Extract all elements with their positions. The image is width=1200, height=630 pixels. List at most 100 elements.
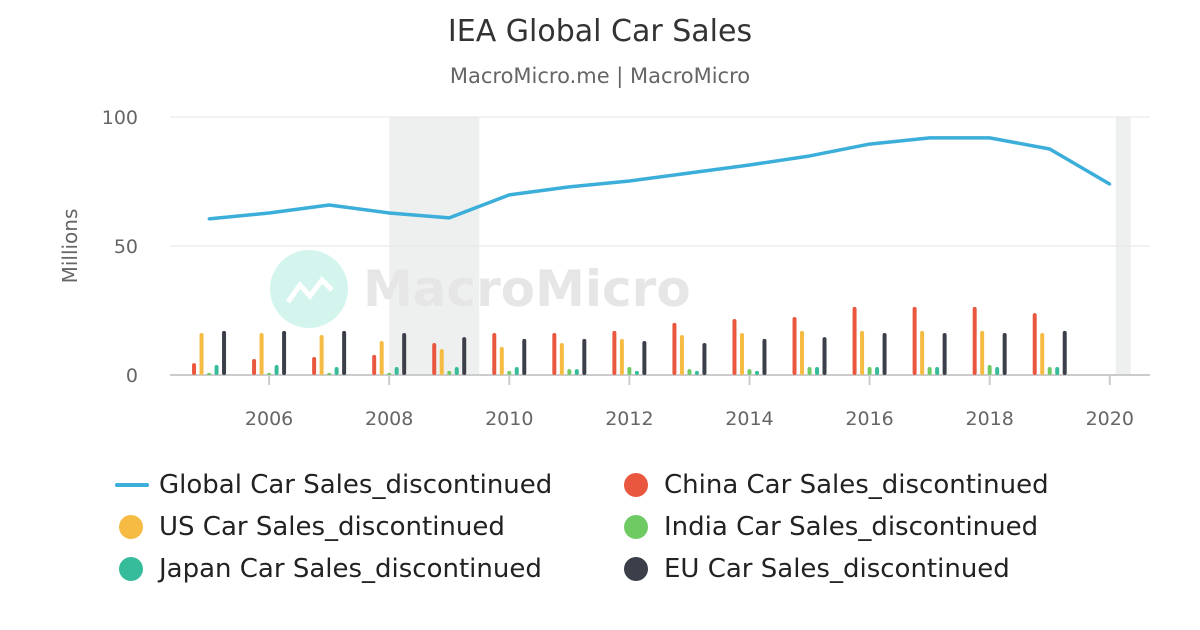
bar [582, 338, 587, 375]
y-tick-label: 100 [102, 107, 138, 129]
x-tick-label: 2016 [845, 408, 893, 430]
bar [1062, 330, 1067, 375]
line-point [928, 136, 932, 140]
bar [222, 330, 227, 375]
x-tick-label: 2020 [1086, 408, 1134, 430]
y-tick-label: 0 [126, 365, 138, 387]
legend-marker [115, 483, 149, 487]
line-point [1108, 182, 1112, 186]
bar [972, 306, 977, 375]
bar [679, 335, 684, 375]
bar [762, 338, 767, 375]
legend-item[interactable]: Japan Car Sales_discontinued [115, 554, 542, 584]
bar [252, 359, 257, 375]
bar [980, 330, 985, 375]
bar [492, 332, 497, 375]
x-tick-label: 2012 [605, 408, 653, 430]
line-point [387, 211, 391, 215]
x-tick-label: 2018 [965, 408, 1013, 430]
bar [214, 364, 219, 375]
legend-item[interactable]: India Car Sales_discontinued [620, 512, 1038, 542]
bar [1055, 367, 1060, 375]
legend-item[interactable]: China Car Sales_discontinued [620, 470, 1049, 500]
line-point [567, 185, 571, 189]
bar [267, 372, 272, 375]
bar [439, 348, 444, 375]
bar [259, 332, 264, 375]
bar [319, 335, 324, 375]
bar [732, 319, 737, 375]
legend-marker [119, 557, 143, 581]
x-tick-label: 2008 [365, 408, 413, 430]
bar [687, 369, 692, 375]
legend-label: EU Car Sales_discontinued [664, 554, 1010, 584]
bar [694, 370, 699, 375]
bar [935, 367, 940, 375]
bar [747, 369, 752, 375]
bar [432, 343, 437, 375]
bar [927, 367, 932, 375]
bar [274, 364, 279, 375]
line-point [507, 193, 511, 197]
bar [822, 337, 827, 375]
bar [462, 337, 467, 375]
bar [867, 367, 872, 375]
bar [1047, 367, 1052, 375]
bar [815, 367, 820, 375]
bar [942, 332, 947, 375]
bar [334, 367, 339, 375]
bar [574, 369, 579, 375]
y-tick-label: 50 [114, 236, 138, 258]
bar [860, 330, 865, 375]
line-point [988, 136, 992, 140]
bar [447, 370, 452, 375]
bar [312, 356, 317, 375]
bar [192, 363, 197, 375]
bar [642, 340, 647, 375]
line-point [207, 217, 211, 221]
line-point [1048, 147, 1052, 151]
legend-label: Global Car Sales_discontinued [159, 470, 553, 500]
line-point [267, 211, 271, 215]
bar [800, 330, 805, 375]
bar [514, 367, 519, 375]
bar [912, 306, 917, 375]
bar [1002, 332, 1007, 375]
bar [1040, 332, 1045, 375]
bar [552, 332, 557, 375]
bar [327, 372, 332, 375]
legend-marker [624, 515, 648, 539]
bar [559, 343, 564, 375]
series-line [208, 136, 1111, 221]
bar [987, 364, 992, 375]
legend-item[interactable]: Global Car Sales_discontinued [115, 470, 552, 500]
legend-item[interactable]: EU Car Sales_discontinued [620, 554, 1010, 584]
bar [619, 338, 624, 375]
line-point [808, 154, 812, 158]
bar [522, 338, 527, 375]
bar [1032, 313, 1037, 375]
line-point [327, 203, 331, 207]
bar [739, 332, 744, 375]
chart-subtitle: MacroMicro.me | MacroMicro [449, 64, 751, 88]
y-axis-label: Millions [58, 209, 82, 284]
legend-marker [119, 515, 143, 539]
line-point [627, 179, 631, 183]
chart-title: IEA Global Car Sales [447, 14, 753, 49]
watermark-logo-mark [285, 276, 334, 304]
legend-marker [624, 557, 648, 581]
line-point [747, 163, 751, 167]
watermark-logo [270, 250, 348, 328]
bar [342, 330, 347, 375]
bar [627, 367, 632, 375]
line-point [868, 142, 872, 146]
bar [199, 332, 204, 375]
bar [875, 367, 880, 375]
bar [612, 330, 617, 375]
bar [807, 367, 812, 375]
bar [702, 343, 707, 375]
bar [402, 332, 407, 375]
legend-label: US Car Sales_discontinued [159, 512, 505, 542]
bar [387, 372, 392, 375]
legend-item[interactable]: US Car Sales_discontinued [115, 512, 505, 542]
